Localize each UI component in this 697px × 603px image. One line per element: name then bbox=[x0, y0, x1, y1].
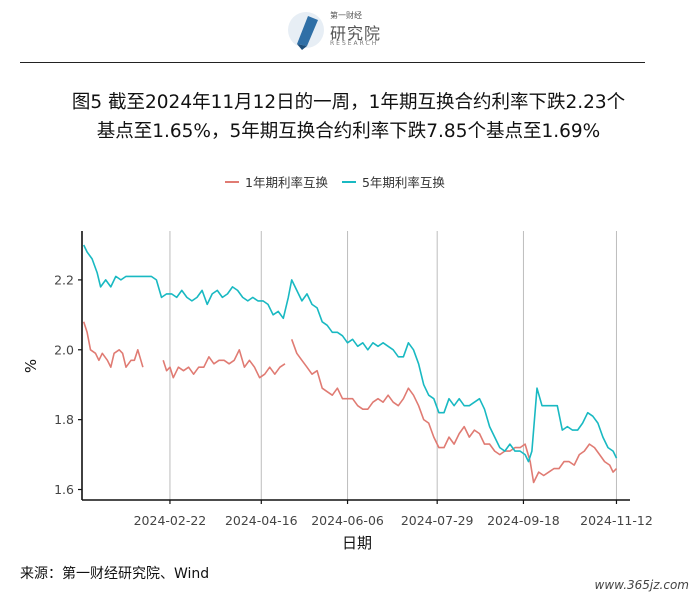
legend-item-5y: 5年期利率互换 bbox=[341, 172, 445, 191]
y-tick-label: 2.0 bbox=[54, 342, 74, 357]
logo-name: 研究院 bbox=[330, 24, 382, 43]
logo-sub-text: RESEARCH bbox=[330, 40, 379, 47]
legend-swatch-5y bbox=[341, 180, 356, 183]
chart-gridlines bbox=[169, 231, 617, 500]
x-tick-label: 2024-09-18 bbox=[487, 513, 560, 528]
figure-title-line-1: 图5 截至2024年11月12日的一周，1年期互换合约利率下跌2.23个 bbox=[71, 92, 626, 113]
logo-small-text: 第一财经 bbox=[330, 11, 362, 20]
x-axis-title: 日期 bbox=[342, 534, 372, 552]
figure-title-line-2: 基点至1.65%，5年期互换合约利率下跌7.85个基点至1.69% bbox=[96, 121, 601, 142]
x-tick-label: 2024-02-22 bbox=[134, 513, 207, 528]
x-tick-label: 2024-04-16 bbox=[225, 513, 298, 528]
figure-title: 图5 截至2024年11月12日的一周，1年期互换合约利率下跌2.23个 基点至… bbox=[0, 88, 697, 146]
legend-label-5y: 5年期利率互换 bbox=[361, 175, 445, 190]
header-divider bbox=[20, 62, 645, 63]
chart-legend: 1年期利率互换 5年期利率互换 bbox=[225, 172, 459, 191]
source-note: 来源：第一财经研究院、Wind bbox=[20, 566, 210, 582]
legend-label-1y: 1年期利率互换 bbox=[245, 175, 328, 190]
series-5y-line bbox=[82, 244, 618, 463]
logo bbox=[286, 8, 396, 54]
series-1y-line bbox=[162, 349, 286, 379]
x-tick-label: 2024-06-06 bbox=[311, 513, 384, 528]
chart-ticks: 2024-02-22 2024-04-16 2024-06-06 2024-07-29… bbox=[54, 272, 653, 528]
y-tick-label: 1.8 bbox=[54, 412, 74, 427]
legend-swatch-1y bbox=[225, 180, 239, 183]
x-tick-label: 2024-11-12 bbox=[580, 513, 653, 528]
line-chart: 2024-02-22 2024-04-16 2024-06-06 2024-07-29… bbox=[22, 231, 653, 552]
y-tick-label: 2.2 bbox=[54, 272, 74, 287]
logo-emblem-icon bbox=[288, 12, 324, 50]
x-tick-label: 2024-07-29 bbox=[401, 513, 474, 528]
chart-axes bbox=[81, 231, 630, 501]
legend-item-1y: 1年期利率互换 bbox=[225, 172, 328, 191]
series-1y-line bbox=[82, 321, 144, 368]
watermark-text: www.365jz.com bbox=[594, 578, 689, 592]
y-tick-label: 1.6 bbox=[54, 482, 74, 497]
chart-series bbox=[82, 244, 618, 484]
y-axis-title: % bbox=[22, 359, 40, 373]
series-1y-line bbox=[290, 339, 618, 484]
